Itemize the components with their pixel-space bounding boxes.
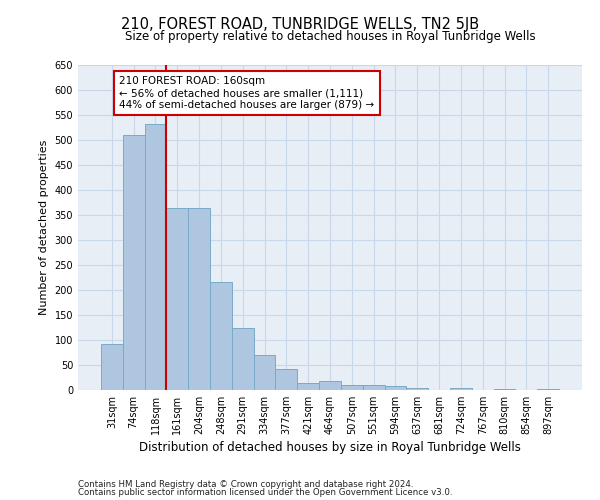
- X-axis label: Distribution of detached houses by size in Royal Tunbridge Wells: Distribution of detached houses by size …: [139, 441, 521, 454]
- Bar: [341, 385, 363, 390]
- Bar: [123, 135, 145, 390]
- Bar: [297, 382, 319, 390]
- Bar: [101, 344, 123, 390]
- Y-axis label: Number of detached properties: Number of detached properties: [39, 140, 49, 315]
- Bar: [188, 208, 210, 390]
- Bar: [254, 355, 275, 390]
- Bar: [406, 388, 428, 390]
- Bar: [232, 328, 254, 390]
- Bar: [363, 385, 385, 390]
- Text: 210 FOREST ROAD: 160sqm
← 56% of detached houses are smaller (1,111)
44% of semi: 210 FOREST ROAD: 160sqm ← 56% of detache…: [119, 76, 374, 110]
- Bar: [210, 282, 232, 390]
- Bar: [494, 388, 515, 390]
- Title: Size of property relative to detached houses in Royal Tunbridge Wells: Size of property relative to detached ho…: [125, 30, 535, 43]
- Bar: [275, 369, 297, 390]
- Bar: [145, 124, 166, 390]
- Text: 210, FOREST ROAD, TUNBRIDGE WELLS, TN2 5JB: 210, FOREST ROAD, TUNBRIDGE WELLS, TN2 5…: [121, 18, 479, 32]
- Bar: [166, 208, 188, 390]
- Text: Contains HM Land Registry data © Crown copyright and database right 2024.: Contains HM Land Registry data © Crown c…: [78, 480, 413, 489]
- Bar: [537, 388, 559, 390]
- Text: Contains public sector information licensed under the Open Government Licence v3: Contains public sector information licen…: [78, 488, 452, 497]
- Bar: [385, 386, 406, 390]
- Bar: [319, 381, 341, 390]
- Bar: [450, 388, 472, 390]
